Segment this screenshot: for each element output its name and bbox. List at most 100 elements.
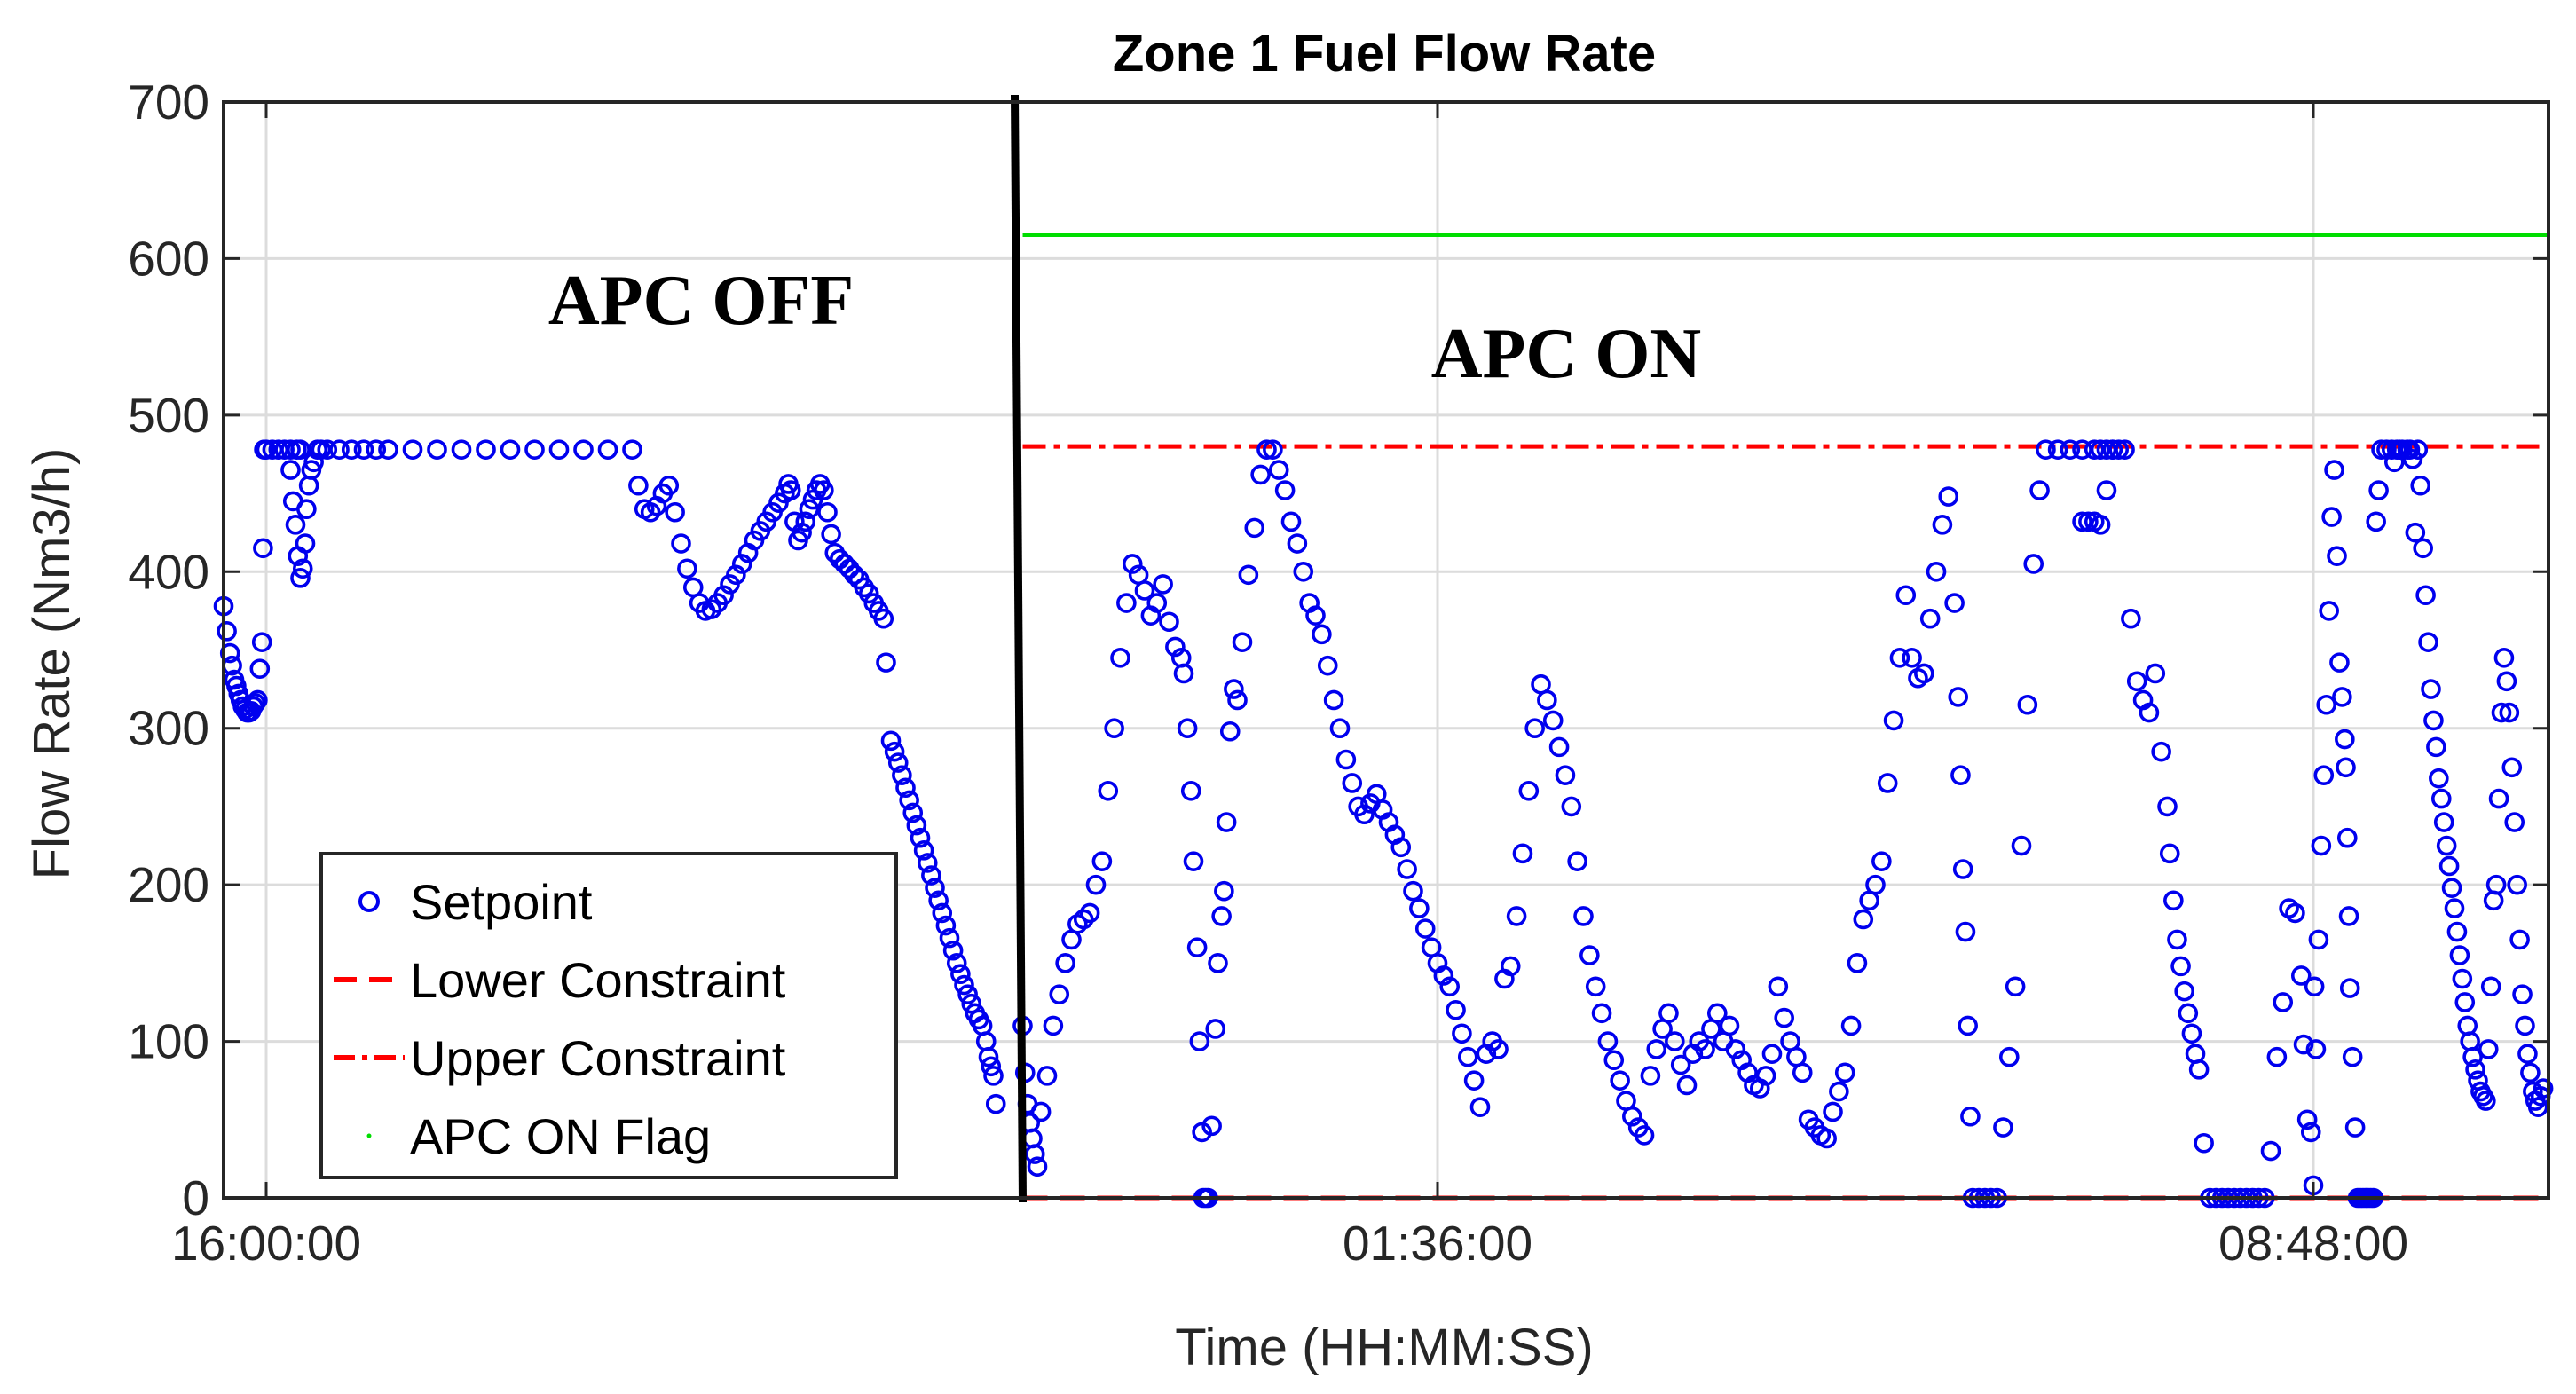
setpoint-point: [2512, 984, 2533, 1004]
setpoint-point: [1335, 749, 1357, 770]
setpoint-point: [2194, 1132, 2214, 1154]
setpoint-point: [817, 501, 838, 523]
setpoint-point: [402, 439, 423, 460]
setpoint-point: [834, 554, 855, 574]
setpoint-point: [1926, 561, 1947, 582]
setpoint-point: [1610, 1070, 1630, 1091]
setpoint-point: [2413, 538, 2433, 559]
setpoint-point: [2501, 757, 2523, 778]
setpoint-point: [1958, 1015, 1978, 1036]
setpoint-point: [1216, 812, 1237, 832]
setpoint-point: [1219, 721, 1241, 742]
setpoint-point: [731, 554, 752, 574]
setpoint-point: [1840, 1015, 1862, 1036]
setpoint-point: [1110, 648, 1130, 668]
setpoint-point: [795, 511, 816, 532]
setpoint-point: [942, 940, 964, 961]
setpoint-point: [2157, 796, 2178, 817]
setpoint-point: [219, 642, 240, 664]
setpoint-point: [928, 890, 949, 911]
setpoint-point: [2102, 439, 2123, 460]
setpoint-point: [1201, 1115, 1222, 1137]
setpoint-point: [2338, 906, 2359, 926]
setpoint-point: [2300, 1122, 2321, 1143]
setpoint-point: [2485, 874, 2507, 895]
setpoint-point: [1439, 976, 1461, 997]
setpoint-point: [1993, 1117, 2013, 1138]
setpoint-point: [1695, 1039, 1715, 1059]
setpoint-point: [1719, 1015, 1740, 1036]
legend: Setpoint Lower Constraint Upper Constrai…: [319, 852, 898, 1179]
x-tick-label: 01:36:00: [1343, 1216, 1532, 1271]
setpoint-point: [2273, 992, 2294, 1012]
setpoint-point: [1823, 1101, 1843, 1122]
setpoint-point: [906, 815, 927, 836]
setpoint-point: [2496, 671, 2517, 692]
setpoint-point: [217, 621, 237, 642]
setpoint-point: [1725, 1039, 1746, 1059]
setpoint-point: [957, 984, 978, 1004]
setpoint-point: [2313, 765, 2335, 785]
setpoint-point: [2139, 702, 2160, 723]
setpoint-point: [1871, 851, 1892, 871]
setpoint-point: [2327, 546, 2347, 566]
y-tick-label: 700: [128, 75, 209, 130]
setpoint-point: [2423, 710, 2444, 731]
setpoint-point: [713, 585, 734, 606]
setpoint-point: [366, 439, 387, 460]
setpoint-point: [2504, 812, 2525, 832]
setpoint-point: [2090, 515, 2111, 535]
setpoint-point: [341, 439, 362, 460]
setpoint-point: [353, 439, 374, 460]
setpoint-point: [2493, 648, 2515, 668]
setpoint-point: [1561, 796, 1582, 817]
setpoint-point: [1452, 1023, 1472, 1044]
setpoint-point: [2478, 1039, 2499, 1059]
setpoint-point: [2311, 835, 2332, 856]
setpoint-point: [1293, 561, 1314, 582]
setpoint-point: [2444, 898, 2465, 918]
setpoint-point: [248, 689, 268, 711]
setpoint-point: [2174, 981, 2194, 1002]
setpoint-point: [1268, 460, 1289, 480]
setpoint-point: [2121, 608, 2141, 629]
setpoint-point: [1676, 1075, 1698, 1096]
setpoint-point: [2436, 835, 2457, 856]
setpoint-point: [2520, 1062, 2541, 1083]
setpoint-point: [1214, 880, 1234, 902]
setpoint-point: [2096, 480, 2117, 500]
setpoint-point: [1597, 1031, 1619, 1051]
setpoint-point: [573, 439, 594, 460]
setpoint-point: [950, 964, 971, 985]
setpoint-point: [978, 1046, 999, 1067]
setpoint-point: [2072, 511, 2092, 532]
setpoint-point: [1263, 439, 1283, 460]
setpoint-point: [1755, 1066, 1776, 1086]
setpoint-point: [2515, 1015, 2535, 1036]
setpoint-point: [1122, 554, 1143, 574]
setpoint-point: [985, 1093, 1006, 1114]
legend-label-lower-constraint: Lower Constraint: [410, 952, 786, 1008]
setpoint-point: [1665, 1031, 1685, 1051]
setpoint-point: [701, 599, 722, 619]
setpoint-point: [858, 583, 879, 604]
setpoint-point: [2429, 768, 2449, 789]
setpoint-point: [2178, 1003, 2199, 1024]
setpoint-point: [1506, 906, 1527, 926]
setpoint-point: [1189, 1031, 1210, 1051]
setpoint-point: [1548, 736, 1570, 758]
setpoint-point: [2336, 757, 2356, 778]
setpoint-point: [1622, 1106, 1642, 1127]
setpoint-point: [1792, 1062, 1813, 1083]
setpoint-point: [476, 439, 496, 460]
setpoint-point: [1104, 718, 1124, 739]
setpoint-point: [1646, 1039, 1667, 1059]
setpoint-point: [2167, 929, 2187, 950]
setpoint-point: [935, 915, 957, 936]
setpoint-point: [1134, 580, 1155, 601]
setpoint-point: [2047, 439, 2068, 460]
setpoint-point: [2316, 694, 2337, 715]
setpoint-point: [2017, 694, 2038, 715]
setpoint-point: [2533, 1078, 2554, 1099]
